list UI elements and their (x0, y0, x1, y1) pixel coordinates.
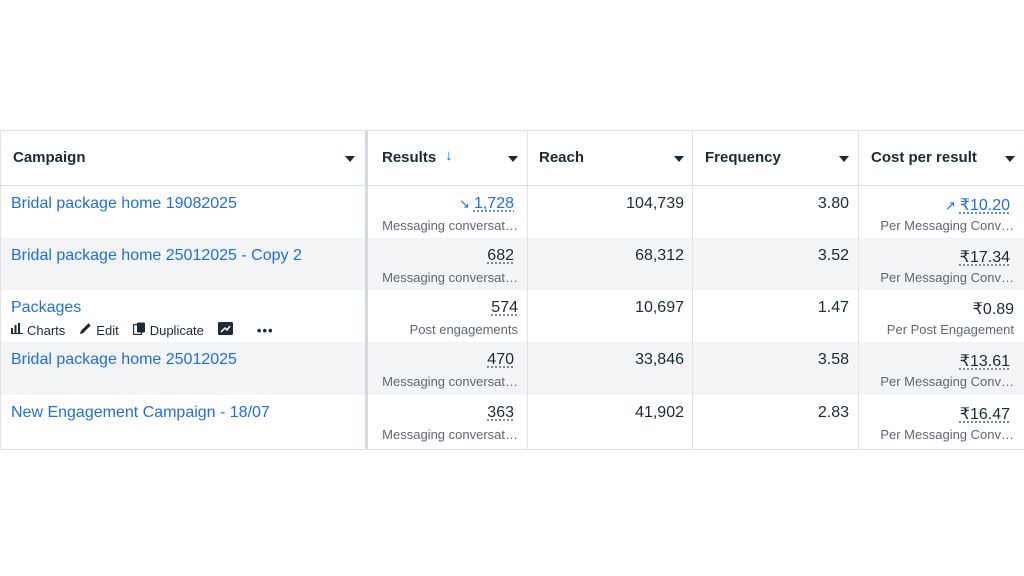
trend-up-icon: ↗ (944, 198, 956, 213)
cost-type: Per Messaging Conv… (880, 218, 1014, 233)
frequency-value: 1.47 (817, 299, 849, 316)
frequency-value: 3.52 (817, 247, 849, 264)
results-value[interactable]: ↘ 1,728 (459, 195, 514, 213)
caret-down-icon[interactable] (508, 156, 518, 162)
cost-value[interactable]: ↗ ₹10.20 (945, 195, 1010, 215)
pencil-icon (79, 322, 92, 338)
frozen-column-divider[interactable] (365, 131, 368, 449)
table-row[interactable]: Bridal package home 25012025 470 Messagi… (0, 342, 1024, 395)
frequency-value: 2.83 (817, 404, 849, 421)
charts-button[interactable]: Charts (11, 323, 65, 338)
edit-button[interactable]: Edit (79, 322, 119, 338)
caret-down-icon[interactable] (839, 156, 849, 162)
results-type: Messaging conversat… (382, 270, 518, 285)
header-reach[interactable]: Reach (528, 131, 693, 185)
campaign-name-link[interactable]: Bridal package home 19082025 (11, 195, 237, 212)
caret-down-icon[interactable] (345, 156, 355, 162)
reach-value: 41,902 (635, 404, 684, 421)
edit-label: Edit (96, 322, 119, 338)
header-campaign-label: Campaign (13, 149, 86, 166)
header-results[interactable]: Results ↓ (367, 131, 528, 185)
column-divider[interactable] (858, 131, 859, 449)
caret-down-icon[interactable] (1005, 156, 1015, 162)
campaign-name-link[interactable]: Packages (11, 299, 82, 316)
table-row[interactable]: Packages Charts Edit (0, 290, 1024, 342)
view-chart-button[interactable] (217, 322, 233, 338)
arrow-down-icon[interactable]: ↓ (445, 147, 453, 164)
ellipsis-icon[interactable]: ••• (256, 322, 274, 338)
results-value[interactable]: 574 (491, 299, 518, 316)
cost-type: Per Messaging Conv… (880, 427, 1014, 442)
header-cost-label: Cost per result (871, 149, 977, 166)
reach-value: 10,697 (635, 299, 684, 316)
cost-type: Per Post Engagement (886, 322, 1014, 337)
results-value[interactable]: 363 (487, 404, 514, 421)
campaign-table: Campaign Results ↓ Reach Frequency Cost … (0, 130, 1024, 450)
cost-number[interactable]: ₹10.20 (959, 197, 1010, 214)
column-divider (0, 131, 1, 449)
header-results-label: Results (382, 149, 437, 166)
cost-type: Per Messaging Conv… (880, 270, 1014, 285)
column-divider[interactable] (527, 131, 528, 449)
header-frequency[interactable]: Frequency (693, 131, 859, 185)
results-number[interactable]: 1,728 (473, 195, 514, 212)
campaign-name-link[interactable]: Bridal package home 25012025 - Copy 2 (11, 247, 302, 264)
results-type: Messaging conversat… (382, 218, 518, 233)
cost-value[interactable]: ₹13.61 (959, 353, 1010, 370)
caret-down-icon[interactable] (674, 156, 684, 162)
charts-label: Charts (27, 322, 66, 338)
header-reach-label: Reach (539, 149, 585, 166)
duplicate-button[interactable]: Duplicate (132, 322, 204, 338)
table-header: Campaign Results ↓ Reach Frequency Cost … (0, 131, 1024, 186)
column-divider[interactable] (692, 131, 693, 449)
frequency-value: 3.58 (817, 351, 849, 368)
bar-chart-icon (11, 323, 23, 337)
cost-value: ₹0.89 (972, 301, 1014, 318)
cost-type: Per Messaging Conv… (880, 374, 1014, 389)
campaign-name-link[interactable]: New Engagement Campaign - 18/07 (11, 404, 270, 421)
results-type: Post engagements (409, 322, 518, 337)
header-frequency-label: Frequency (705, 149, 781, 166)
table-row[interactable]: Bridal package home 25012025 - Copy 2 68… (0, 238, 1024, 290)
duplicate-icon (132, 322, 146, 338)
results-type: Messaging conversat… (382, 374, 518, 389)
cost-value[interactable]: ₹17.34 (959, 249, 1010, 266)
campaign-name-link[interactable]: Bridal package home 25012025 (11, 351, 237, 368)
table-row[interactable]: New Engagement Campaign - 18/07 363 Mess… (0, 395, 1024, 448)
header-cost-per-result[interactable]: Cost per result (859, 131, 1024, 185)
table-row[interactable]: Bridal package home 19082025 ↘ 1,728 Mess… (0, 186, 1024, 238)
results-type: Messaging conversat… (382, 427, 518, 442)
results-value[interactable]: 682 (487, 247, 514, 264)
row-actions: Charts Edit Duplicate (11, 322, 274, 338)
reach-value: 68,312 (635, 247, 684, 264)
reach-value: 104,739 (626, 195, 684, 212)
open-chart-icon (217, 322, 233, 338)
trend-down-icon: ↘ (459, 196, 470, 211)
cost-value[interactable]: ₹16.47 (959, 406, 1010, 423)
reach-value: 33,846 (635, 351, 684, 368)
header-campaign[interactable]: Campaign (0, 131, 367, 185)
results-value[interactable]: 470 (487, 351, 514, 368)
frequency-value: 3.80 (817, 195, 849, 212)
duplicate-label: Duplicate (149, 322, 204, 338)
